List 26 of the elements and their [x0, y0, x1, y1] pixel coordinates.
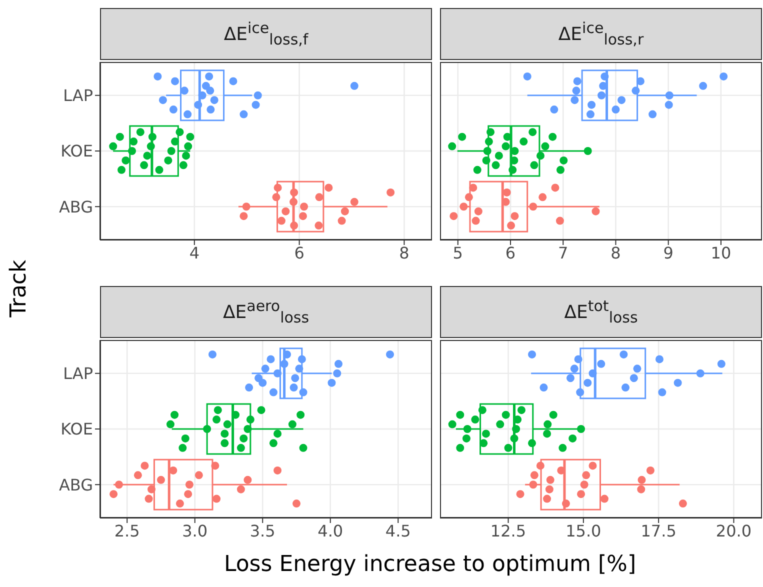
x-tick-label: 3.5 [250, 521, 276, 540]
x-tick-label: 3.0 [182, 521, 208, 540]
x-tick-label: 17.5 [640, 521, 676, 540]
y-tick-label: LAP [63, 364, 94, 384]
x-tick-label: 20.0 [716, 521, 752, 540]
x-tick-label: 4.5 [385, 521, 411, 540]
x-tick-label: 2.5 [114, 521, 140, 540]
x-tick-label: 4 [189, 243, 200, 262]
x-tick-label: 9 [663, 243, 674, 262]
x-tick-label: 4.0 [318, 521, 344, 540]
x-tick-label: 7 [558, 243, 568, 262]
y-tick-label: LAP [63, 86, 94, 106]
y-tick-label: ABG [58, 197, 93, 216]
y-tick-label: ABG [58, 475, 93, 494]
x-tick-label: 15.0 [566, 521, 602, 540]
y-tick-label: KOE [60, 142, 93, 161]
x-tick-label: 10 [710, 243, 732, 262]
x-tick-label: 8 [399, 243, 410, 262]
x-tick-label: 6 [294, 243, 304, 262]
x-tick-label: 8 [610, 243, 621, 262]
y-axis-title: Track [6, 258, 32, 320]
x-axis-title: Loss Energy increase to optimum [%] [222, 552, 638, 577]
y-tick-label: KOE [60, 420, 93, 439]
x-tick-label: 12.5 [490, 521, 526, 540]
x-tick-label: 5 [452, 243, 463, 262]
x-tick-label: 6 [505, 243, 516, 262]
